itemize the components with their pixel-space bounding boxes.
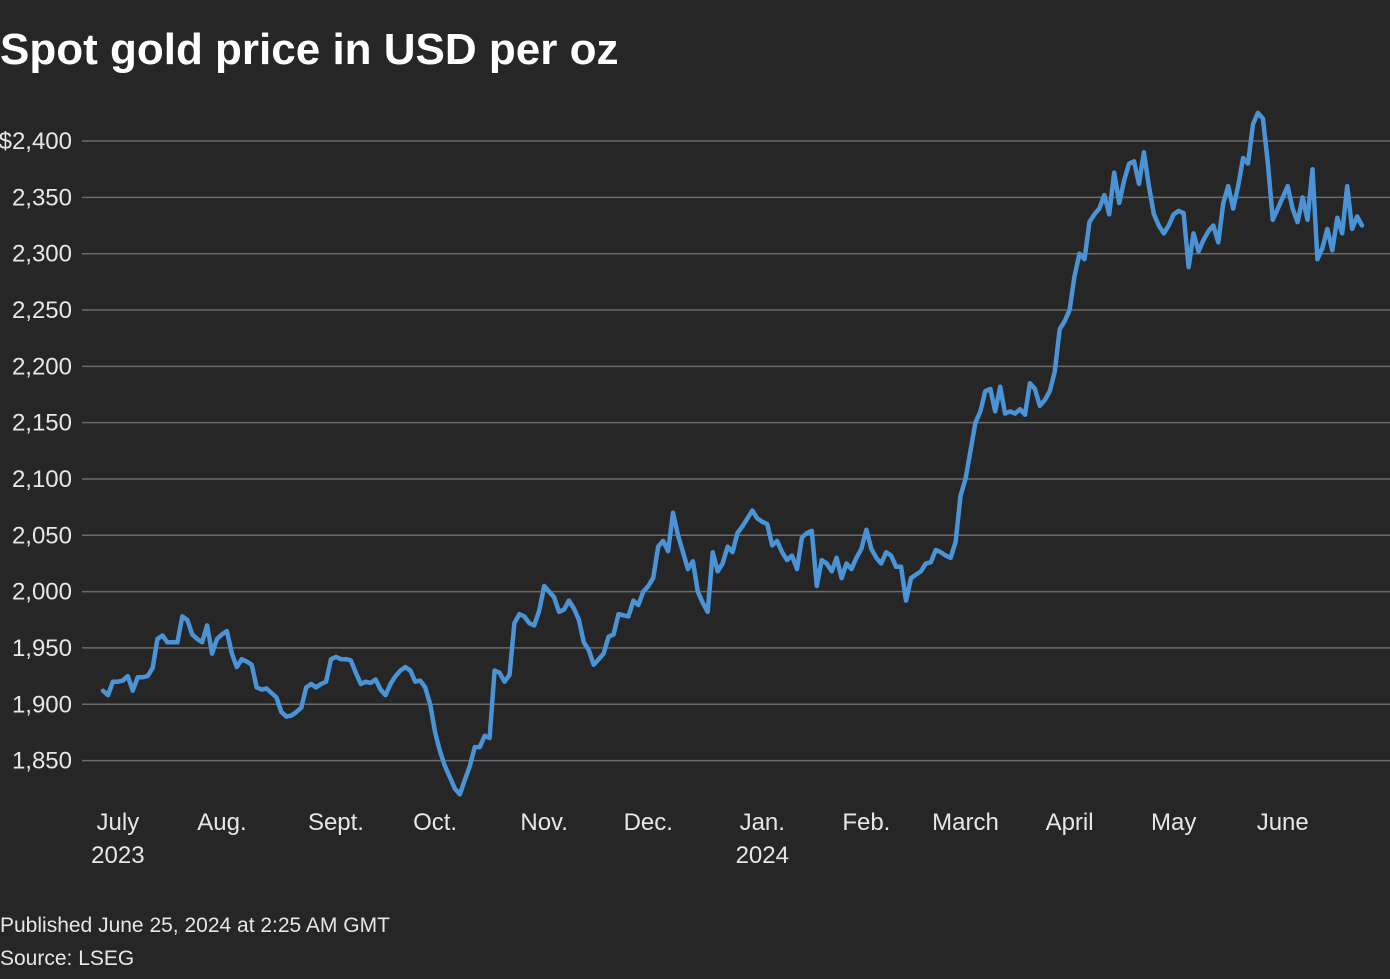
y-tick-label: 1,850 [12, 748, 72, 775]
chart-title: Spot gold price in USD per oz [0, 25, 618, 74]
x-tick-label: Dec. [624, 809, 673, 836]
x-tick-label: Nov. [520, 809, 568, 836]
x-tick-label: July [97, 809, 140, 836]
source-note: Source: LSEG [0, 947, 134, 970]
x-tick-label: April [1046, 809, 1094, 836]
y-tick-label: 2,050 [12, 522, 72, 549]
y-tick-label: 1,900 [12, 691, 72, 718]
x-tick-label: Sept. [308, 809, 364, 836]
x-tick-label: Oct. [413, 809, 457, 836]
y-tick-label: 1,950 [12, 635, 72, 662]
x-tick-label: June [1257, 809, 1309, 836]
y-tick-label: 2,250 [12, 297, 72, 324]
y-tick-label: $2,400 [0, 128, 72, 155]
x-tick-label: May [1151, 809, 1196, 836]
y-tick-label: 2,000 [12, 579, 72, 606]
x-tick-label: Jan. [740, 809, 785, 836]
y-tick-label: 2,300 [12, 241, 72, 268]
x-tick-label: 2023 [91, 842, 144, 869]
published-note: Published June 25, 2024 at 2:25 AM GMT [0, 914, 390, 937]
x-tick-label: Feb. [842, 809, 890, 836]
y-tick-label: 2,350 [12, 184, 72, 211]
x-tick-label: March [932, 809, 999, 836]
x-tick-label: 2024 [736, 842, 789, 869]
y-tick-label: 2,200 [12, 353, 72, 380]
y-tick-label: 2,100 [12, 466, 72, 493]
x-tick-label: Aug. [197, 809, 246, 836]
y-tick-label: 2,150 [12, 410, 72, 437]
price-line [100, 110, 1365, 797]
